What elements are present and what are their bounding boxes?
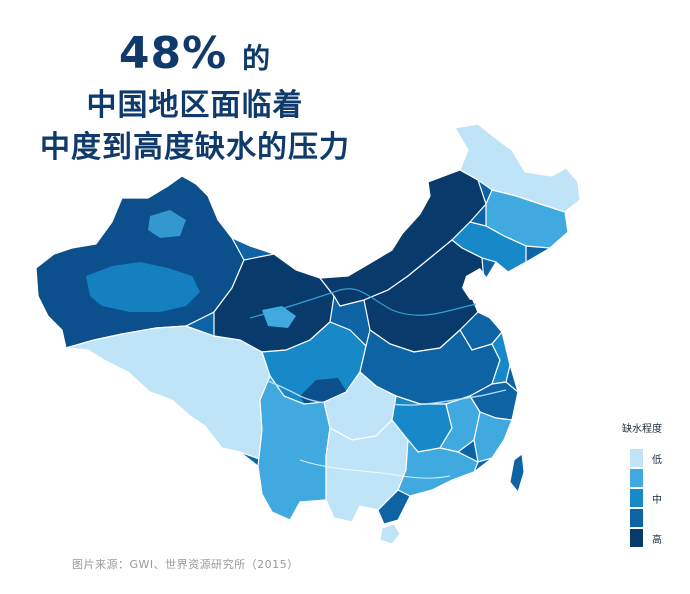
headline-line-3: 中度到高度缺水的压力 [40, 130, 350, 165]
legend-row-low-medium [622, 469, 690, 488]
headline-line-1: 48% 的 [0, 28, 390, 85]
headline: 48% 的 中国地区面临着 中度到高度缺水的压力 [0, 28, 390, 169]
river-yangtze [207, 359, 507, 406]
legend: 缺水程度 低 中 高 [622, 420, 690, 549]
legend-swatch-low-medium [630, 469, 643, 487]
region-fujian [473, 411, 513, 463]
region-dzungaria [148, 210, 186, 238]
bohai-sea [462, 268, 490, 300]
headline-line-2: 中国地区面临着 [86, 88, 304, 123]
region-qinghai [213, 253, 335, 353]
river-yellow [249, 288, 477, 319]
legend-row-medium: 中 [622, 489, 690, 508]
source-caption: 图片来源：GWI、世界资源研究所（2015） [72, 558, 299, 571]
legend-row-low: 低 [622, 449, 690, 468]
region-taiwan [509, 453, 525, 494]
legend-title: 缺水程度 [622, 424, 662, 435]
region-tibet [65, 325, 271, 461]
river-pearl [299, 459, 451, 479]
legend-swatch-medium [630, 489, 643, 507]
region-hainan [379, 523, 401, 545]
legend-label-low: 低 [652, 455, 662, 466]
region-heilongjiang [454, 123, 581, 213]
headline-percent-suffix: 的 [242, 42, 272, 75]
region-guangdong [397, 438, 479, 497]
legend-swatch-medium-high [630, 509, 643, 527]
legend-row-high: 高 [622, 529, 690, 548]
legend-row-medium-high [622, 509, 690, 528]
legend-swatch-high [630, 529, 643, 547]
region-tarim-basin [86, 262, 200, 312]
headline-percent: 48% [118, 28, 228, 79]
legend-label-high: 高 [652, 535, 662, 546]
legend-swatch-low [630, 449, 643, 467]
legend-label-medium: 中 [652, 495, 662, 506]
region-qinghai-lake [262, 306, 296, 328]
